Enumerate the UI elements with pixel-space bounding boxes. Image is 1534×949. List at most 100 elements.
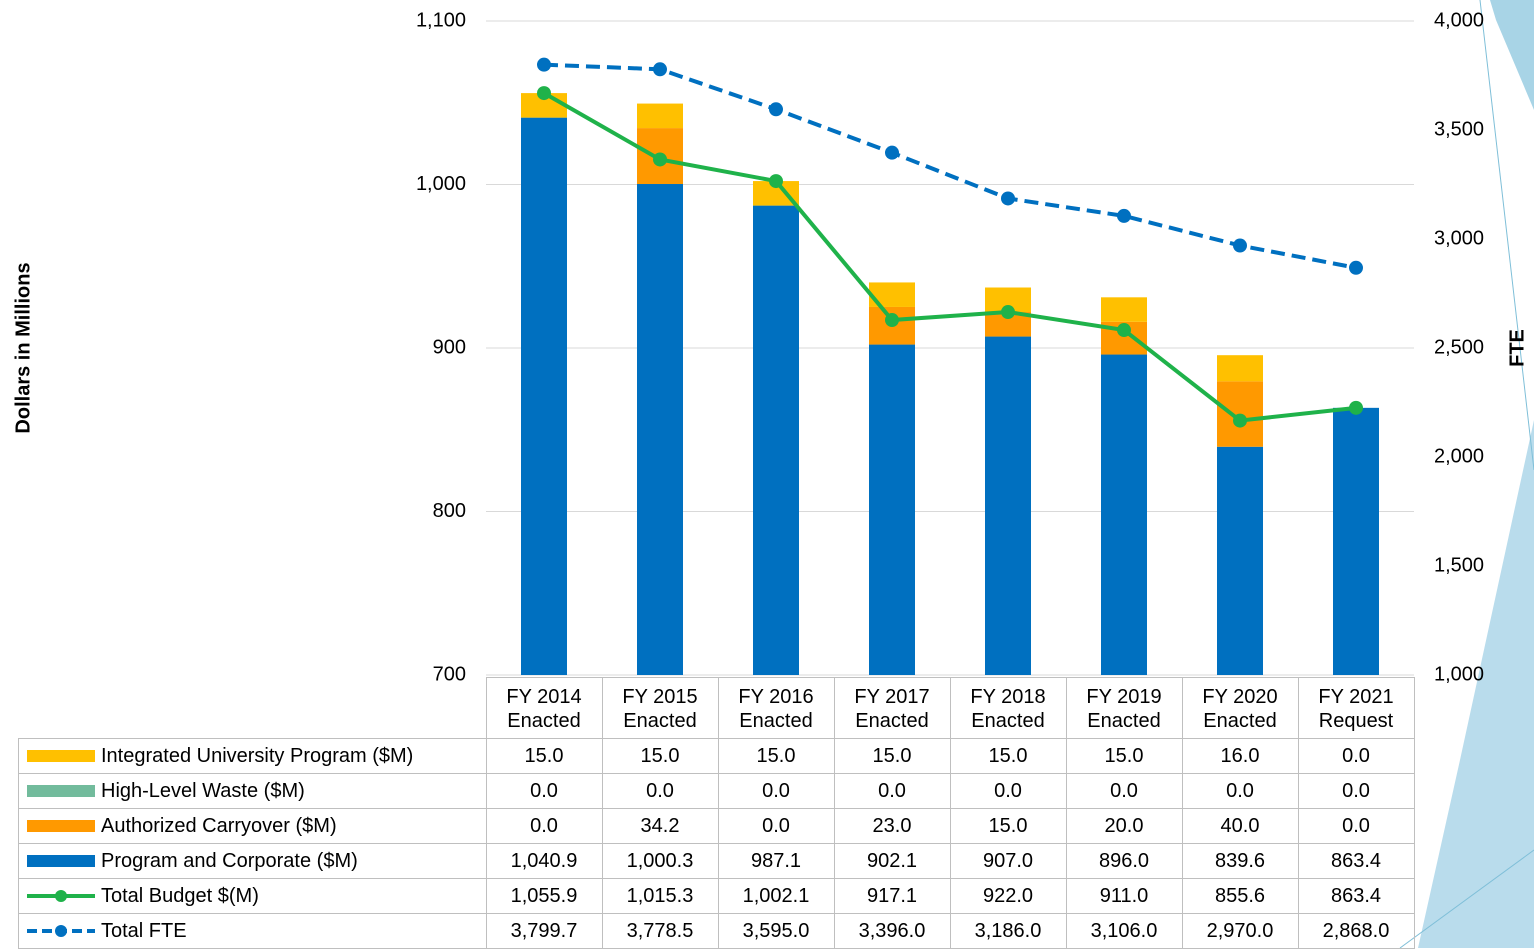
legend-label: Total FTE bbox=[101, 920, 187, 942]
y-tick-label: 1,000 bbox=[416, 173, 466, 195]
line-point bbox=[653, 62, 667, 76]
line-point bbox=[1117, 323, 1131, 337]
bar bbox=[521, 118, 567, 675]
table-value: 911.0 bbox=[1066, 879, 1182, 914]
legend-cell: Program and Corporate ($M) bbox=[19, 844, 487, 879]
table-value: 0.0 bbox=[834, 774, 950, 809]
table-value: 15.0 bbox=[718, 739, 834, 774]
legend-swatch-box bbox=[27, 820, 95, 832]
table-value: 0.0 bbox=[1298, 809, 1414, 844]
y2-tick-label: 3,500 bbox=[1434, 118, 1484, 140]
y2-tick-label: 1,500 bbox=[1434, 554, 1484, 576]
page: Dollars in Millions FTE 7008009001,0001,… bbox=[0, 0, 1534, 948]
table-value: 855.6 bbox=[1182, 879, 1298, 914]
table-value: 0.0 bbox=[1298, 739, 1414, 774]
line-point bbox=[1349, 401, 1363, 415]
table-value: 3,595.0 bbox=[718, 914, 834, 949]
x-tick-label: FY 2017 Enacted bbox=[834, 678, 950, 739]
table-value: 15.0 bbox=[950, 739, 1066, 774]
legend-swatch-box bbox=[27, 855, 95, 867]
table-value: 0.0 bbox=[1182, 774, 1298, 809]
table-value: 15.0 bbox=[834, 739, 950, 774]
table-value: 0.0 bbox=[486, 774, 602, 809]
table-value: 40.0 bbox=[1182, 809, 1298, 844]
bar bbox=[637, 184, 683, 675]
x-tick-label: FY 2014 Enacted bbox=[486, 678, 602, 739]
table-value: 902.1 bbox=[834, 844, 950, 879]
x-tick-label: FY 2016 Enacted bbox=[718, 678, 834, 739]
line-point bbox=[1233, 414, 1247, 428]
table-value: 0.0 bbox=[1066, 774, 1182, 809]
table-corner bbox=[19, 678, 487, 739]
table-value: 20.0 bbox=[1066, 809, 1182, 844]
legend-swatch bbox=[25, 853, 97, 869]
line-point bbox=[1001, 191, 1015, 205]
table-value: 0.0 bbox=[486, 809, 602, 844]
table-value: 0.0 bbox=[950, 774, 1066, 809]
y2-tick-label: 2,500 bbox=[1434, 336, 1484, 358]
bar bbox=[1333, 408, 1379, 675]
legend-swatch bbox=[25, 888, 97, 904]
table-value: 0.0 bbox=[1298, 774, 1414, 809]
table-value: 839.6 bbox=[1182, 844, 1298, 879]
legend-label: Integrated University Program ($M) bbox=[101, 745, 413, 767]
legend-cell: Total FTE bbox=[19, 914, 487, 949]
y-tick-label: 800 bbox=[433, 500, 466, 522]
table-value: 1,002.1 bbox=[718, 879, 834, 914]
legend-cell: High-Level Waste ($M) bbox=[19, 774, 487, 809]
legend-cell: Total Budget $(M) bbox=[19, 879, 487, 914]
table-value: 2,970.0 bbox=[1182, 914, 1298, 949]
table-value: 23.0 bbox=[834, 809, 950, 844]
bar bbox=[1217, 355, 1263, 381]
y2-tick-label: 4,000 bbox=[1434, 9, 1484, 31]
bar bbox=[637, 104, 683, 129]
table-value: 0.0 bbox=[718, 774, 834, 809]
table-row: Authorized Carryover ($M)0.034.20.023.01… bbox=[19, 809, 1415, 844]
legend-swatch bbox=[25, 783, 97, 799]
table-value: 2,868.0 bbox=[1298, 914, 1414, 949]
table-value: 16.0 bbox=[1182, 739, 1298, 774]
decoration bbox=[1490, 0, 1534, 110]
x-tick-label: FY 2020 Enacted bbox=[1182, 678, 1298, 739]
legend-cell: Integrated University Program ($M) bbox=[19, 739, 487, 774]
table-value: 3,778.5 bbox=[602, 914, 718, 949]
table-value: 1,000.3 bbox=[602, 844, 718, 879]
bar bbox=[1101, 297, 1147, 322]
legend-label: Program and Corporate ($M) bbox=[101, 850, 358, 872]
table-value: 922.0 bbox=[950, 879, 1066, 914]
table-value: 896.0 bbox=[1066, 844, 1182, 879]
legend-swatch-marker bbox=[55, 925, 67, 937]
x-tick-label: FY 2019 Enacted bbox=[1066, 678, 1182, 739]
table-value: 34.2 bbox=[602, 809, 718, 844]
table-value: 0.0 bbox=[602, 774, 718, 809]
line-point bbox=[885, 313, 899, 327]
legend-swatch-box bbox=[27, 750, 95, 762]
table-value: 0.0 bbox=[718, 809, 834, 844]
x-tick-label: FY 2021 Request bbox=[1298, 678, 1414, 739]
bar bbox=[869, 345, 915, 675]
line-point bbox=[1233, 239, 1247, 253]
line-point bbox=[885, 146, 899, 160]
bar bbox=[753, 206, 799, 675]
table-value: 917.1 bbox=[834, 879, 950, 914]
table-value: 15.0 bbox=[486, 739, 602, 774]
legend-cell: Authorized Carryover ($M) bbox=[19, 809, 487, 844]
x-tick-label: FY 2015 Enacted bbox=[602, 678, 718, 739]
table-value: 863.4 bbox=[1298, 844, 1414, 879]
bar bbox=[1217, 447, 1263, 675]
table-row: Integrated University Program ($M)15.015… bbox=[19, 739, 1415, 774]
legend-swatch bbox=[25, 818, 97, 834]
y2-tick-label: 1,000 bbox=[1434, 663, 1484, 685]
y2-tick-label: 2,000 bbox=[1434, 445, 1484, 467]
legend-label: Authorized Carryover ($M) bbox=[101, 815, 337, 837]
table-value: 15.0 bbox=[602, 739, 718, 774]
bar bbox=[985, 337, 1031, 675]
y-tick-label: 1,100 bbox=[416, 9, 466, 31]
table-value: 987.1 bbox=[718, 844, 834, 879]
line-point bbox=[1117, 209, 1131, 223]
legend-swatch bbox=[25, 748, 97, 764]
y-tick-label: 900 bbox=[433, 336, 466, 358]
